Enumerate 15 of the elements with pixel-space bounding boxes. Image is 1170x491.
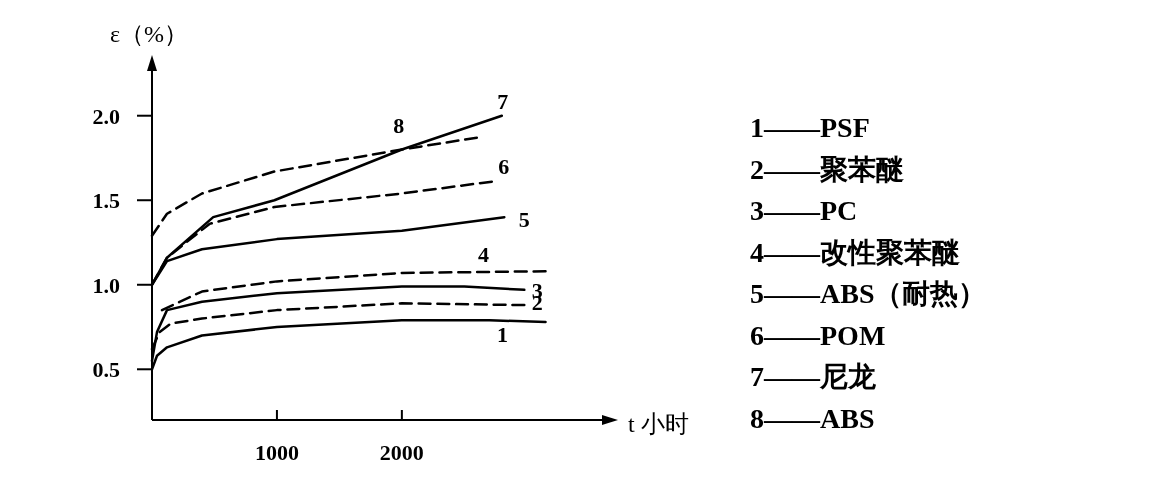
series-label: 6	[498, 153, 510, 179]
series-label: 1	[497, 322, 509, 347]
x-axis-title: t 小时	[628, 411, 689, 437]
series-label: 7	[497, 88, 509, 114]
y-axis-title: ε（%）	[110, 21, 189, 47]
y-tick-label: 0.5	[92, 357, 120, 383]
y-tick-label: 1.0	[92, 272, 120, 298]
annotations: 1——PSF 2——聚苯醚 3——PC 4——改性聚苯醚 5——ABS（耐热） 6——POM 7——尼龙 8——ABS	[750, 112, 987, 434]
x-tick-label: 1000	[254, 440, 299, 465]
series-label: 4	[478, 242, 490, 268]
y-tick-label: 1.5	[92, 188, 120, 214]
x-tick-label: 2000	[379, 440, 424, 465]
series-label: 5	[518, 207, 530, 233]
y-tick-label: 2.0	[92, 103, 120, 129]
series-label: 8	[393, 112, 405, 138]
